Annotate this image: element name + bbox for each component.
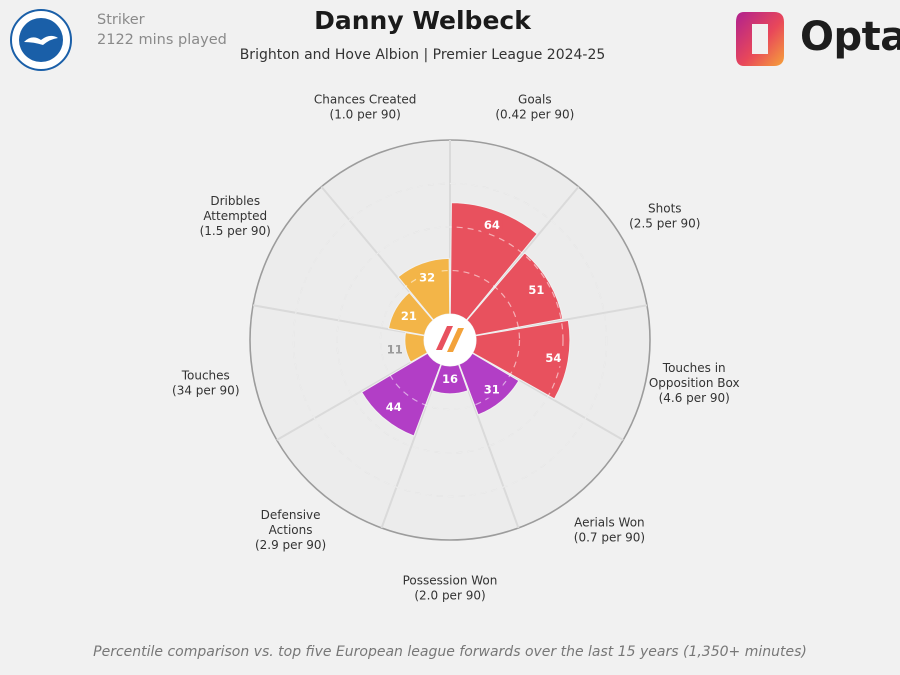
category-label-line: Defensive bbox=[261, 508, 321, 522]
category-label-line: (2.9 per 90) bbox=[255, 538, 326, 552]
value-label: 44 bbox=[386, 400, 402, 414]
category-label: Goals (0.42 per 90) bbox=[495, 92, 574, 121]
value-label: 51 bbox=[528, 283, 544, 297]
category-label-line: Attempted bbox=[203, 209, 267, 223]
player-meta: Striker 2122 mins played bbox=[97, 10, 227, 50]
value-label: 54 bbox=[545, 351, 561, 365]
category-label-line: Shots bbox=[648, 202, 682, 216]
gridline-ring-overlay bbox=[292, 182, 608, 498]
category-label-line: Goals bbox=[518, 92, 552, 106]
page-subtitle: Brighton and Hove Albion | Premier Leagu… bbox=[239, 47, 606, 63]
minutes-played: 2122 mins played bbox=[97, 32, 227, 48]
category-label-line: (0.7 per 90) bbox=[574, 530, 645, 544]
category-label: Dribbles Attempted (1.5 per 90) bbox=[200, 194, 271, 238]
value-label: 31 bbox=[484, 383, 500, 397]
value-label-bg bbox=[542, 350, 565, 367]
category-label-line: Touches in bbox=[662, 361, 726, 375]
footnote: Percentile comparison vs. top five Europ… bbox=[93, 644, 807, 660]
value-label-bg bbox=[525, 282, 548, 299]
category-label: Shots (2.5 per 90) bbox=[629, 202, 700, 231]
category-label: Touches (34 per 90) bbox=[172, 369, 239, 398]
category-label: Chances Created (1.0 per 90) bbox=[314, 92, 416, 121]
opta-wordmark: Opta bbox=[800, 14, 900, 60]
value-label: 21 bbox=[401, 309, 417, 323]
center-hub bbox=[424, 314, 476, 366]
sector-divider bbox=[475, 304, 648, 337]
category-label-line: (34 per 90) bbox=[172, 384, 239, 398]
category-label: Touches in Opposition Box (4.6 per 90) bbox=[649, 361, 740, 405]
opta-logo-icon bbox=[736, 12, 784, 66]
sector-divider bbox=[276, 352, 428, 441]
category-label-line: Possession Won bbox=[403, 574, 498, 588]
category-label-line: (1.5 per 90) bbox=[200, 224, 271, 238]
category-label-line: Aerials Won bbox=[574, 515, 645, 529]
category-label-line: (1.0 per 90) bbox=[330, 107, 401, 121]
category-label-line: (2.5 per 90) bbox=[629, 217, 700, 231]
category-label-line: Touches bbox=[181, 369, 230, 383]
value-label-bg bbox=[416, 269, 439, 286]
category-label: Aerials Won (0.7 per 90) bbox=[574, 515, 645, 544]
category-label-line: (4.6 per 90) bbox=[659, 391, 730, 405]
gridline-ring-overlay bbox=[379, 269, 521, 411]
value-label: 32 bbox=[419, 270, 435, 284]
value-label: 64 bbox=[484, 218, 500, 232]
category-label-line: Actions bbox=[269, 523, 313, 537]
opta-mark-icon bbox=[436, 326, 464, 352]
gridline-ring-overlay bbox=[336, 226, 564, 454]
value-label-bg bbox=[382, 399, 405, 416]
category-label: Possession Won (2.0 per 90) bbox=[403, 574, 498, 603]
category-label-line: (2.0 per 90) bbox=[414, 589, 485, 603]
club-badge bbox=[10, 9, 72, 71]
category-label-line: Chances Created bbox=[314, 92, 416, 106]
category-label-line: Opposition Box bbox=[649, 376, 740, 390]
page-title: Danny Welbeck bbox=[314, 6, 531, 35]
sector-divider bbox=[380, 364, 443, 529]
category-label: Defensive Actions (2.9 per 90) bbox=[255, 508, 326, 552]
value-label-bg bbox=[397, 308, 420, 325]
value-label-bg bbox=[480, 381, 503, 398]
value-label-bg bbox=[439, 370, 461, 387]
category-label-line: (0.42 per 90) bbox=[495, 107, 574, 121]
category-label-line: Dribbles bbox=[210, 194, 260, 208]
player-position: Striker bbox=[97, 12, 145, 28]
value-label-bg bbox=[480, 217, 503, 234]
value-label: 16 bbox=[442, 372, 458, 386]
value-label: 11 bbox=[387, 343, 403, 357]
